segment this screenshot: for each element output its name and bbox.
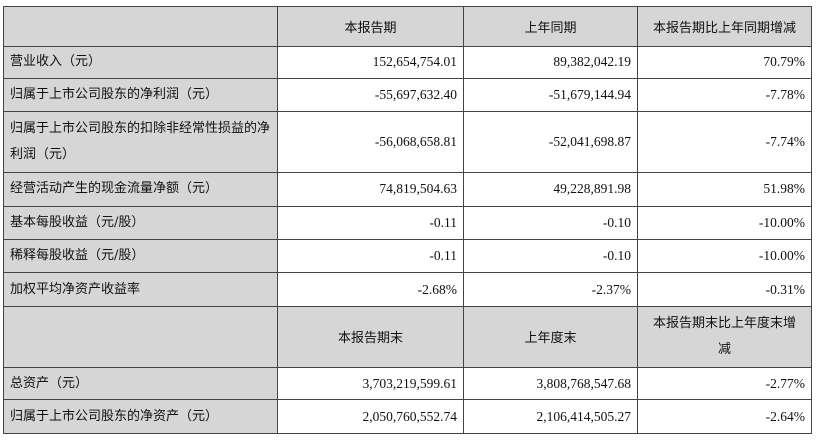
previous-value: 3,808,768,547.68 bbox=[463, 366, 638, 401]
financial-summary-table: 本报告期 上年同期 本报告期比上年同期增减 营业收入（元） 152,654,75… bbox=[3, 6, 812, 434]
change-value: -2.64% bbox=[637, 399, 812, 434]
previous-value: 89,382,042.19 bbox=[463, 45, 638, 80]
previous-value: -52,041,698.87 bbox=[463, 110, 638, 173]
table-row: 归属于上市公司股东的净利润（元） -55,697,632.40 -51,679,… bbox=[3, 78, 812, 112]
current-value: -55,697,632.40 bbox=[277, 78, 464, 112]
header2-blank-cell bbox=[3, 305, 278, 368]
header-current-period: 本报告期 bbox=[277, 6, 464, 47]
table-row: 归属于上市公司股东的净资产（元） 2,050,760,552.74 2,106,… bbox=[3, 399, 812, 434]
header-period-change: 本报告期比上年同期增减 bbox=[637, 6, 812, 47]
current-value: 74,819,504.63 bbox=[277, 171, 464, 208]
row-label: 加权平均净资产收益率 bbox=[3, 272, 278, 307]
change-value: -0.31% bbox=[637, 272, 812, 307]
previous-value: -0.10 bbox=[463, 238, 638, 274]
previous-value: 49,228,891.98 bbox=[463, 171, 638, 208]
change-value: -7.74% bbox=[637, 110, 812, 173]
table-row: 总资产（元） 3,703,219,599.61 3,808,768,547.68… bbox=[3, 366, 812, 401]
change-value: -7.78% bbox=[637, 78, 812, 112]
row-label: 营业收入（元） bbox=[3, 45, 278, 80]
table-row: 加权平均净资产收益率 -2.68% -2.37% -0.31% bbox=[3, 272, 812, 307]
table-row: 稀释每股收益（元/股） -0.11 -0.10 -10.00% bbox=[3, 238, 812, 274]
row-label: 归属于上市公司股东的扣除非经常性损益的净利润（元） bbox=[3, 110, 278, 173]
previous-value: -51,679,144.94 bbox=[463, 78, 638, 112]
header-previous-year-end: 上年度末 bbox=[463, 305, 638, 368]
current-value: -56,068,658.81 bbox=[277, 110, 464, 173]
change-value: -2.77% bbox=[637, 366, 812, 401]
change-value: -10.00% bbox=[637, 238, 812, 274]
previous-value: -2.37% bbox=[463, 272, 638, 307]
row-label: 基本每股收益（元/股） bbox=[3, 206, 278, 240]
header-period-end-change: 本报告期末比上年度末增减 bbox=[637, 305, 812, 368]
current-value: 2,050,760,552.74 bbox=[277, 399, 464, 434]
header-previous-period: 上年同期 bbox=[463, 6, 638, 47]
row-label: 经营活动产生的现金流量净额（元） bbox=[3, 171, 278, 208]
table-row: 经营活动产生的现金流量净额（元） 74,819,504.63 49,228,89… bbox=[3, 171, 812, 208]
table-row: 归属于上市公司股东的扣除非经常性损益的净利润（元） -56,068,658.81… bbox=[3, 110, 812, 173]
row-label: 稀释每股收益（元/股） bbox=[3, 238, 278, 274]
previous-value: 2,106,414,505.27 bbox=[463, 399, 638, 434]
table-row: 基本每股收益（元/股） -0.11 -0.10 -10.00% bbox=[3, 206, 812, 240]
current-value: -0.11 bbox=[277, 238, 464, 274]
current-value: 152,654,754.01 bbox=[277, 45, 464, 80]
change-value: 70.79% bbox=[637, 45, 812, 80]
header-row: 本报告期 上年同期 本报告期比上年同期增减 bbox=[3, 6, 812, 47]
row-label: 归属于上市公司股东的净利润（元） bbox=[3, 78, 278, 112]
table-row: 营业收入（元） 152,654,754.01 89,382,042.19 70.… bbox=[3, 45, 812, 80]
current-value: -0.11 bbox=[277, 206, 464, 240]
previous-value: -0.10 bbox=[463, 206, 638, 240]
current-value: -2.68% bbox=[277, 272, 464, 307]
row-label: 归属于上市公司股东的净资产（元） bbox=[3, 399, 278, 434]
row-label: 总资产（元） bbox=[3, 366, 278, 401]
header-blank-cell bbox=[3, 6, 278, 47]
header-current-period-end: 本报告期末 bbox=[277, 305, 464, 368]
change-value: 51.98% bbox=[637, 171, 812, 208]
change-value: -10.00% bbox=[637, 206, 812, 240]
header-row-2: 本报告期末 上年度末 本报告期末比上年度末增减 bbox=[3, 305, 812, 368]
current-value: 3,703,219,599.61 bbox=[277, 366, 464, 401]
